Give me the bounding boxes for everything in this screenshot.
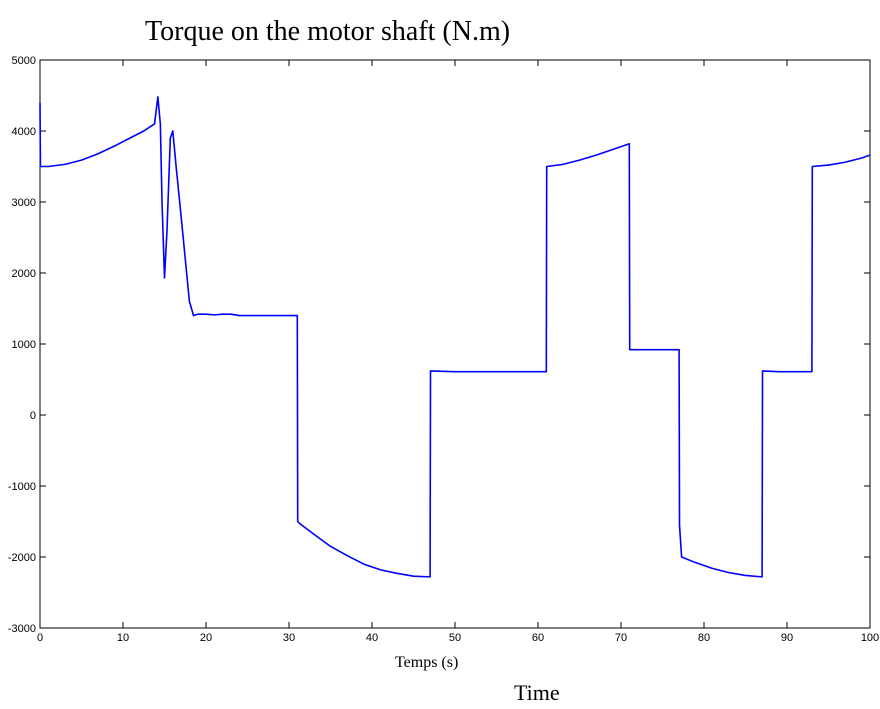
torque-series-line <box>39 96 871 578</box>
plot-area-frame <box>39 59 871 629</box>
x-axis-label: Temps (s) <box>395 654 458 671</box>
chart-title: Torque on the motor shaft (N.m) <box>145 16 510 47</box>
x-tick-label: 40 <box>366 632 378 644</box>
y-tick-label: -3000 <box>8 623 36 635</box>
x-tick-label: 20 <box>200 632 212 644</box>
y-tick-label: 5000 <box>12 55 36 67</box>
x-tick-label: 10 <box>117 632 129 644</box>
tick-labels: 0 10 20 30 40 50 60 70 80 90 100 -3000 -2000 -1000 0 10… <box>8 55 879 644</box>
x-tick-label: 80 <box>698 632 710 644</box>
y-tick-label: 0 <box>30 410 36 422</box>
y-tick-label: 2000 <box>12 268 36 280</box>
y-tick-label: 4000 <box>12 126 36 138</box>
x-tick-label: 70 <box>615 632 627 644</box>
y-tick-label: 1000 <box>12 339 36 351</box>
x-tick-label: 30 <box>283 632 295 644</box>
y-tick-label: 3000 <box>12 197 36 209</box>
y-tick-label: -1000 <box>8 481 36 493</box>
axis-ticks <box>39 59 871 629</box>
x-tick-label: 60 <box>532 632 544 644</box>
y-tick-label: -2000 <box>8 552 36 564</box>
x-tick-label: 50 <box>449 632 461 644</box>
x-tick-label: 0 <box>37 632 43 644</box>
x-axis-caption: Time <box>514 680 560 705</box>
x-tick-label: 90 <box>781 632 793 644</box>
x-tick-label: 100 <box>861 632 879 644</box>
